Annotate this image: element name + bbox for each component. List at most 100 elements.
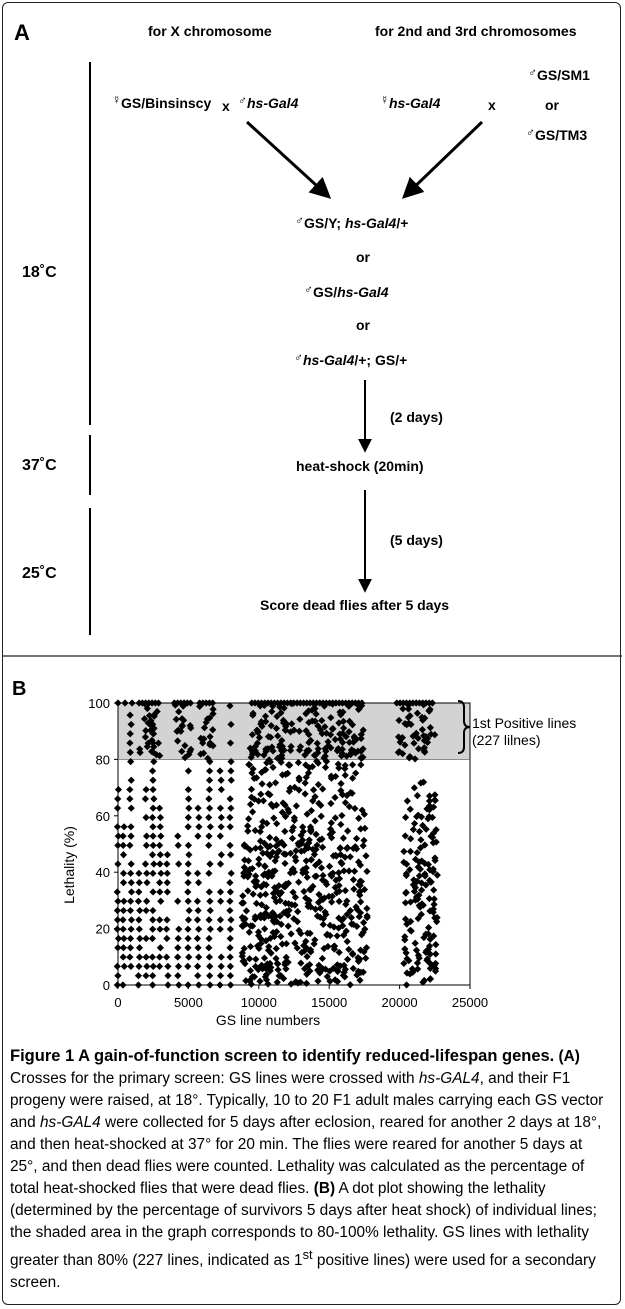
- scatter-point: [175, 708, 183, 716]
- scatter-point: [362, 852, 370, 860]
- scatter-point: [344, 827, 352, 835]
- bracket-label-2: (227 lilnes): [472, 732, 540, 748]
- scatter-point: [409, 825, 417, 834]
- scatter-point: [184, 785, 192, 794]
- scatter-point: [289, 823, 297, 831]
- male-symbol-p3: ♂: [294, 350, 303, 364]
- scatter-point: [217, 953, 225, 961]
- scatter-point: [206, 767, 214, 775]
- scatter-point: [205, 795, 213, 803]
- scatter-point: [307, 856, 315, 864]
- scatter-point: [409, 881, 417, 889]
- scatter-point: [255, 855, 263, 863]
- scatter-point: [266, 781, 274, 789]
- scatter-point: [310, 704, 318, 712]
- scatter-point: [418, 713, 426, 721]
- scatter-point: [205, 841, 213, 850]
- scatter-point: [345, 728, 353, 736]
- scatter-point: [205, 953, 214, 961]
- scatter-point: [163, 869, 171, 877]
- scatter-point: [405, 957, 413, 965]
- x-tick-label: 15000: [311, 995, 347, 1010]
- scatter-point: [113, 823, 122, 831]
- scatter-point: [345, 867, 353, 875]
- scatter-point: [195, 953, 203, 961]
- caption-p4: A dot plot showing the lethality (determ…: [10, 1180, 597, 1270]
- scatter-point: [148, 953, 156, 961]
- scatter-point: [396, 738, 404, 746]
- scatter-point: [185, 906, 193, 915]
- scatter-point: [209, 705, 217, 713]
- scatter-point: [184, 962, 192, 970]
- scatter-point: [356, 976, 364, 984]
- scatter-point: [414, 914, 422, 923]
- scatter-point: [150, 758, 158, 766]
- scatter-point: [293, 918, 302, 926]
- scatter-point: [403, 860, 411, 868]
- scatter-point: [119, 944, 128, 952]
- scatter-point: [401, 813, 410, 822]
- scatter-point: [121, 699, 129, 707]
- scatter-point: [216, 804, 225, 812]
- scatter-point: [273, 928, 281, 936]
- y-tick-label: 60: [96, 809, 110, 824]
- scatter-point: [209, 699, 217, 707]
- scatter-point: [226, 879, 234, 887]
- scatter-point: [277, 888, 285, 897]
- scatter-point: [401, 720, 409, 728]
- scatter-point: [254, 966, 262, 974]
- scatter-point: [416, 865, 424, 873]
- scatter-point: [226, 934, 234, 943]
- scatter-point: [149, 776, 157, 784]
- scatter-point: [303, 810, 311, 818]
- scatter-point: [149, 729, 157, 737]
- male-symbol-p2: ♂: [304, 282, 313, 296]
- scatter-point: [148, 813, 157, 822]
- scatter-point: [262, 904, 270, 912]
- scatter-point: [113, 925, 121, 933]
- caption-i1: hs-GAL4: [418, 1070, 480, 1087]
- scatter-point: [273, 820, 281, 828]
- scatter-point: [333, 932, 341, 940]
- scatter-point: [227, 916, 235, 924]
- scatter-point: [127, 869, 135, 877]
- scatter-point: [288, 834, 297, 842]
- scatter-point: [114, 795, 122, 803]
- scatter-point: [227, 851, 235, 859]
- scatter-point: [227, 767, 235, 775]
- caption-sup: st: [302, 1247, 313, 1262]
- scatter-point: [321, 744, 329, 753]
- scatter-point: [238, 899, 246, 907]
- scatter-point: [318, 954, 326, 963]
- scatter-point: [127, 879, 135, 887]
- scatter-point: [292, 847, 300, 855]
- scatter-point: [273, 978, 281, 986]
- scatter-point: [119, 851, 128, 859]
- scatter-point: [275, 847, 283, 855]
- scatter-point: [402, 981, 411, 989]
- scatter-point: [247, 785, 256, 793]
- x-tick-label: 0: [114, 995, 121, 1010]
- scatter-point: [281, 827, 289, 835]
- scatter-point: [149, 962, 157, 970]
- scatter-point: [306, 823, 315, 831]
- scatter-point: [205, 813, 213, 822]
- scatter-point: [205, 888, 213, 896]
- scatter-point: [269, 867, 277, 876]
- scatter-point: [400, 959, 408, 968]
- scatter-point: [431, 791, 439, 799]
- caption-title: Figure 1 A gain-of-function screen to id…: [10, 1047, 555, 1065]
- scatter-point: [404, 701, 413, 709]
- scatter-point: [260, 954, 269, 962]
- scatter-point: [134, 981, 143, 989]
- scatter-point: [410, 784, 418, 792]
- scatter-point: [217, 823, 225, 831]
- scatter-point: [420, 747, 428, 755]
- scatter-point: [406, 970, 414, 978]
- scatter-point: [320, 944, 328, 953]
- scatter-point: [426, 935, 434, 943]
- scatter-point: [209, 742, 217, 750]
- scatter-point: [297, 959, 305, 967]
- scatter-point: [163, 851, 171, 859]
- scatter-point: [341, 973, 349, 981]
